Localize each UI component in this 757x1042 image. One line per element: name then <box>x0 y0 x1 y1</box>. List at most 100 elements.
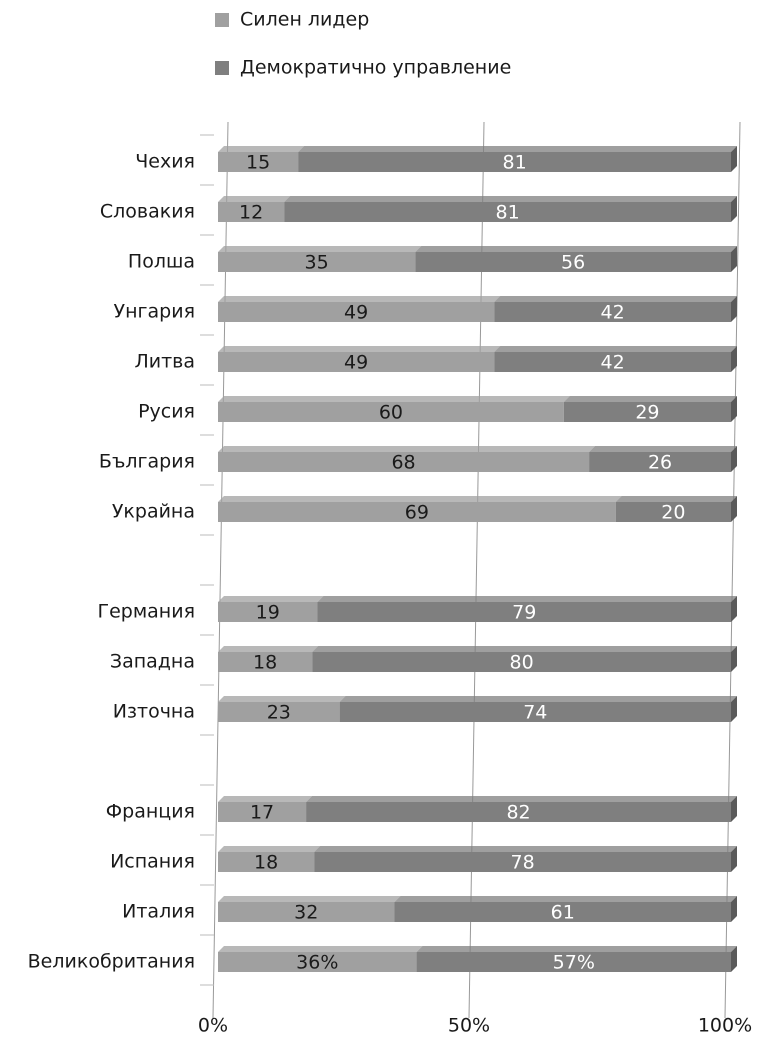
bar <box>312 652 731 672</box>
bar-top <box>218 896 401 902</box>
bar <box>218 902 395 922</box>
bar-side <box>731 646 737 672</box>
bar <box>415 252 731 272</box>
bar-top <box>218 646 319 652</box>
x-tick-label: 50% <box>448 1015 490 1037</box>
bar-top <box>218 446 596 452</box>
x-tick-label: 0% <box>198 1015 228 1037</box>
bar-top <box>218 346 501 352</box>
bar-top <box>494 346 737 352</box>
value-label: 60 <box>379 402 403 424</box>
bar-top <box>494 296 737 302</box>
value-label: 32 <box>294 902 318 924</box>
bar-top <box>218 796 313 802</box>
value-label: 57% <box>553 952 595 974</box>
bar <box>218 952 417 972</box>
value-label: 81 <box>502 152 526 174</box>
bar-side <box>731 596 737 622</box>
value-label: 26 <box>648 452 672 474</box>
bar-top <box>589 446 737 452</box>
bar-side <box>731 346 737 372</box>
bar-top <box>218 146 305 152</box>
bar <box>218 352 495 372</box>
y-tick-label: Италия <box>122 901 195 923</box>
bar-top <box>218 396 570 402</box>
bar <box>218 852 315 872</box>
bar-side <box>731 696 737 722</box>
bar-top <box>218 946 423 952</box>
value-label: 49 <box>344 302 368 324</box>
y-tick-label: Русия <box>138 401 195 423</box>
bar-top <box>415 246 737 252</box>
value-label: 19 <box>256 602 280 624</box>
bar <box>218 802 307 822</box>
value-label: 81 <box>496 202 520 224</box>
value-label: 17 <box>250 802 274 824</box>
y-tick-label: Източна <box>113 701 195 723</box>
bar-side <box>731 846 737 872</box>
y-tick-label: Германия <box>97 601 195 623</box>
bar-side <box>731 946 737 972</box>
y-tick-label: Чехия <box>135 151 195 173</box>
value-label: 36% <box>296 952 338 974</box>
bar <box>339 702 731 722</box>
bar-side <box>731 396 737 422</box>
bar-top <box>218 696 346 702</box>
value-label: 82 <box>506 802 530 824</box>
bar <box>218 502 616 522</box>
value-label: 15 <box>246 152 270 174</box>
bar-top <box>218 496 622 502</box>
y-tick-label: Франция <box>106 801 195 823</box>
bar-top <box>218 846 321 852</box>
y-tick-label: Западна <box>110 651 195 673</box>
bar-side <box>731 296 737 322</box>
value-label: 23 <box>267 702 291 724</box>
value-label: 49 <box>344 352 368 374</box>
value-label: 74 <box>523 702 547 724</box>
value-label: 69 <box>405 502 429 524</box>
bar <box>218 202 285 222</box>
bar-top <box>284 196 737 202</box>
bar <box>298 152 731 172</box>
value-label: 61 <box>551 902 575 924</box>
bar-top <box>563 396 737 402</box>
legend-swatch <box>215 61 229 75</box>
value-label: 35 <box>305 252 329 274</box>
bar-side <box>731 196 737 222</box>
bar <box>589 452 731 472</box>
bar <box>314 852 731 872</box>
bar <box>494 352 731 372</box>
value-label: 18 <box>254 852 278 874</box>
y-tick-label: Словакия <box>100 201 195 223</box>
legend-label: Демократично управление <box>240 57 511 79</box>
bar-top <box>298 146 737 152</box>
x-tick-label: 100% <box>698 1015 752 1037</box>
bar-side <box>731 896 737 922</box>
value-label: 18 <box>253 652 277 674</box>
bar-top <box>339 696 737 702</box>
bar <box>615 502 731 522</box>
y-tick-label: Украйна <box>112 501 195 523</box>
bar <box>218 252 416 272</box>
bar <box>317 602 731 622</box>
y-tick-label: Полша <box>128 251 195 273</box>
y-tick-label: Испания <box>110 851 195 873</box>
value-label: 80 <box>510 652 534 674</box>
bar-top <box>218 196 291 202</box>
bar <box>494 302 731 322</box>
bar-side <box>731 446 737 472</box>
bar-side <box>731 796 737 822</box>
bar-top <box>218 296 501 302</box>
bar <box>284 202 731 222</box>
y-tick-label: Унгария <box>114 301 195 323</box>
bar-top <box>218 246 422 252</box>
value-label: 68 <box>391 452 415 474</box>
value-label: 29 <box>635 402 659 424</box>
value-label: 56 <box>561 252 585 274</box>
legend-label: Силен лидер <box>240 9 369 31</box>
bar-side <box>731 246 737 272</box>
value-label: 20 <box>661 502 685 524</box>
bar <box>416 952 731 972</box>
bar <box>218 602 318 622</box>
